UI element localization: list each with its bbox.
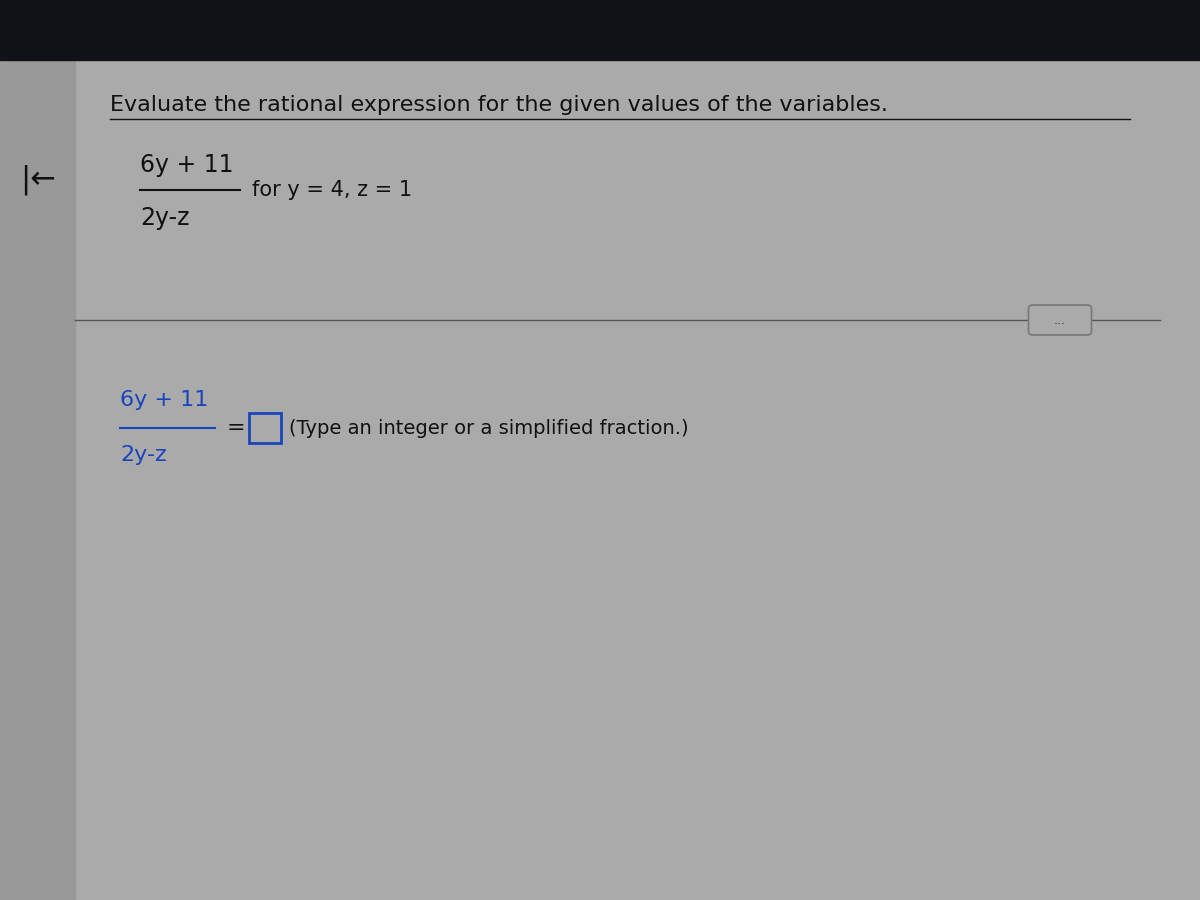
Text: ...: ... xyxy=(1054,313,1066,327)
Text: 2y-z: 2y-z xyxy=(120,445,167,465)
Text: (Type an integer or a simplified fraction.): (Type an integer or a simplified fractio… xyxy=(289,418,689,437)
Bar xyxy=(250,413,281,443)
Text: =: = xyxy=(227,418,246,438)
FancyBboxPatch shape xyxy=(1028,305,1092,335)
Text: for y = 4, z = 1: for y = 4, z = 1 xyxy=(252,180,412,200)
Text: 6y + 11: 6y + 11 xyxy=(120,390,209,410)
Text: |←: |← xyxy=(19,165,55,195)
Text: 6y + 11: 6y + 11 xyxy=(140,153,234,177)
Bar xyxy=(0,60,74,900)
Text: 2y-z: 2y-z xyxy=(140,206,190,230)
Bar xyxy=(0,0,1200,60)
Text: Evaluate the rational expression for the given values of the variables.: Evaluate the rational expression for the… xyxy=(110,95,888,115)
